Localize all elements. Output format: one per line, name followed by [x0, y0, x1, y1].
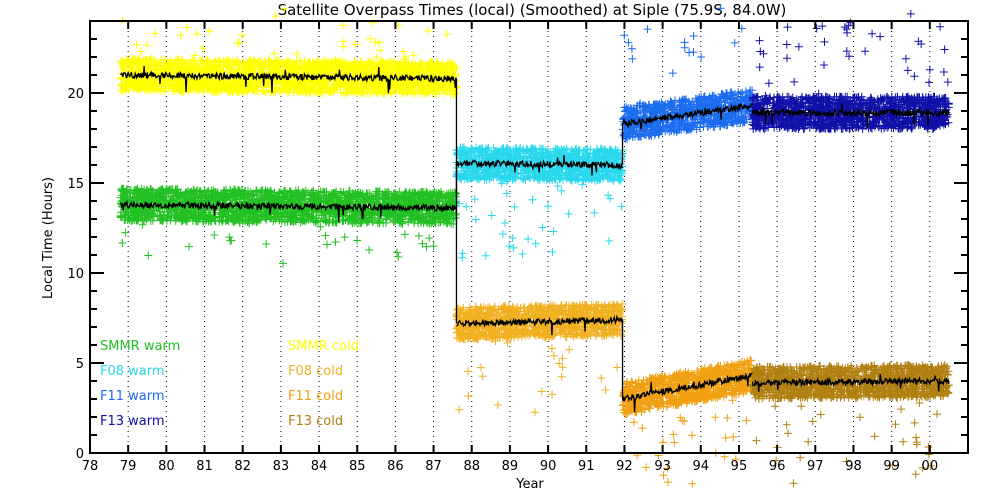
x-tick-label: 91	[578, 459, 595, 474]
smoothed-line-f08-warm	[456, 155, 624, 176]
y-tick-label: 20	[67, 87, 84, 102]
x-tick-label: 00	[922, 459, 939, 474]
legend-entry: F13 warm	[100, 414, 165, 429]
x-tick-label: 79	[120, 459, 137, 474]
x-tick-label: 84	[311, 459, 328, 474]
smoothed-line-smmr-warm	[119, 199, 458, 223]
x-tick-label: 81	[196, 459, 213, 474]
x-tick-label: 97	[807, 459, 824, 474]
scatter-f08-warm	[452, 143, 627, 262]
scatter-f13-cold	[748, 361, 953, 488]
x-tick-label: 90	[540, 459, 557, 474]
y-tick-label: 10	[67, 267, 84, 282]
scatter-smmr-warm	[116, 184, 461, 268]
smoothed-line-f08-cold	[456, 314, 624, 336]
x-tick-label: 94	[693, 459, 710, 474]
x-tick-label: 89	[502, 459, 519, 474]
x-tick-label: 80	[158, 459, 175, 474]
x-axis-label: Year	[515, 477, 544, 492]
legend-entry: F13 cold	[288, 414, 343, 429]
x-tick-label: 99	[883, 459, 900, 474]
scatter-f11-warm	[618, 4, 757, 143]
x-tick-label: 98	[845, 459, 862, 474]
legend-entry: F08 cold	[288, 364, 343, 379]
chart-title: Satellite Overpass Times (local) (Smooth…	[278, 1, 787, 19]
y-tick-label: 5	[76, 357, 84, 372]
smoothed-line-f13-cold	[751, 373, 950, 392]
legend-entry: SMMR warm	[100, 339, 180, 354]
x-tick-label: 93	[654, 459, 671, 474]
scatter-f08-cold	[452, 299, 627, 417]
y-tick-label: 0	[76, 447, 84, 462]
x-tick-label: 92	[616, 459, 633, 474]
x-tick-label: 83	[273, 459, 290, 474]
smoothed-line-smmr-cold	[119, 66, 458, 94]
legend-entry: F11 cold	[288, 389, 343, 404]
x-tick-label: 96	[769, 459, 786, 474]
legend-entry: SMMR cold	[288, 339, 359, 354]
y-tick-label: 15	[67, 177, 84, 192]
x-tick-label: 88	[463, 459, 480, 474]
legend-entry: F08 warm	[100, 364, 165, 379]
x-tick-label: 87	[425, 459, 442, 474]
scatter-f13-warm	[748, 9, 953, 133]
smoothed-line-f13-warm	[751, 103, 950, 128]
x-tick-label: 86	[387, 459, 404, 474]
smoothed-line-f11-cold	[621, 372, 753, 413]
x-tick-label: 78	[82, 459, 99, 474]
x-tick-label: 85	[349, 459, 366, 474]
y-axis-label: Local Time (Hours)	[41, 177, 56, 299]
x-tick-label: 95	[731, 459, 748, 474]
smoothed-line-f11-warm	[621, 102, 753, 130]
x-tick-label: 82	[234, 459, 251, 474]
legend-entry: F11 warm	[100, 389, 165, 404]
